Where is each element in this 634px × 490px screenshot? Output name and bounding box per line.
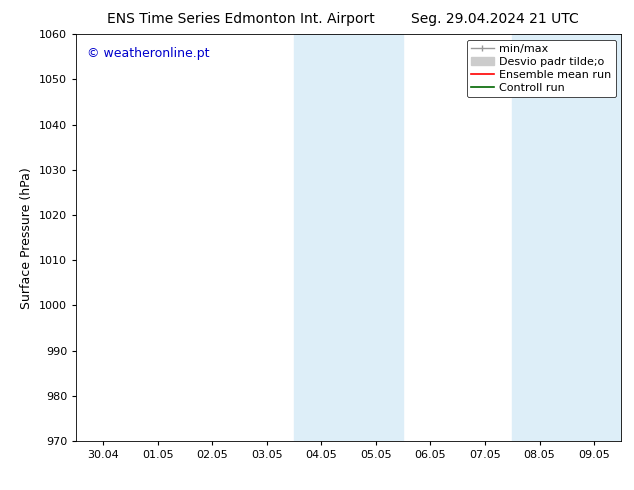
Legend: min/max, Desvio padr tilde;o, Ensemble mean run, Controll run: min/max, Desvio padr tilde;o, Ensemble m…: [467, 40, 616, 97]
Y-axis label: Surface Pressure (hPa): Surface Pressure (hPa): [20, 167, 34, 309]
Bar: [512, 34, 567, 441]
Bar: [294, 34, 349, 441]
Bar: [349, 34, 403, 441]
Text: Seg. 29.04.2024 21 UTC: Seg. 29.04.2024 21 UTC: [411, 12, 578, 26]
Text: © weatheronline.pt: © weatheronline.pt: [87, 47, 209, 59]
Text: ENS Time Series Edmonton Int. Airport: ENS Time Series Edmonton Int. Airport: [107, 12, 375, 26]
Bar: [567, 34, 621, 441]
